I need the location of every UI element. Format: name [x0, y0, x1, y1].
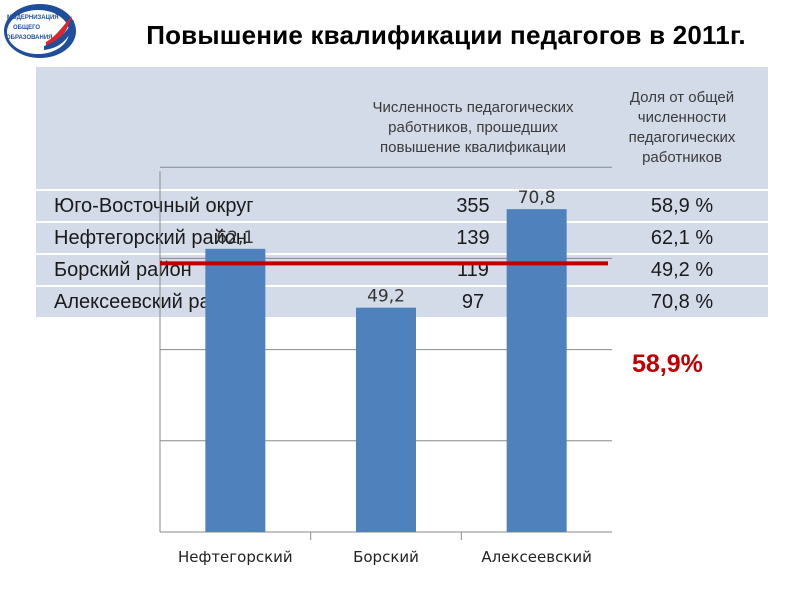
- cell-share: 70,8 %: [596, 286, 768, 319]
- cell-region: Борский район: [36, 254, 350, 287]
- cell-share: 62,1 %: [596, 222, 768, 255]
- header-cell-count: Численность педагогических работников, п…: [350, 67, 596, 191]
- data-table: Численность педагогических работников, п…: [36, 67, 768, 319]
- bar: [356, 307, 416, 532]
- reference-line-label: 58,9%: [632, 350, 703, 378]
- table-row: Юго-Восточный округ 355 58,9 %: [36, 190, 768, 223]
- header-cell-share: Доля от общей численности педагогических…: [596, 67, 768, 191]
- cell-count: 139: [350, 222, 596, 255]
- table-row: Борский район 119 49,2 %: [36, 254, 768, 287]
- header-cell-region: [36, 67, 350, 191]
- cell-count: 119: [350, 254, 596, 287]
- x-tick-label: Борский: [353, 548, 419, 566]
- cell-count: 355: [350, 190, 596, 223]
- cell-share: 58,9 %: [596, 190, 768, 223]
- page-title: Повышение квалификации педагогов в 2011г…: [146, 20, 746, 50]
- cell-region: Юго-Восточный округ: [36, 190, 350, 223]
- logo: МОДЕРНИЗАЦИЯ ОБЩЕГО ОБРАЗОВАНИЯ: [2, 2, 78, 60]
- logo-line-2: ОБЩЕГО: [13, 25, 40, 31]
- table-row: Нефтегорский район 139 62,1 %: [36, 222, 768, 255]
- x-tick-label: Нефтегорский: [178, 548, 293, 566]
- x-tick-label: Алексеевский: [481, 548, 592, 566]
- cell-count: 97: [350, 286, 596, 319]
- table-row: Алексеевский район 97 70,8 %: [36, 286, 768, 319]
- cell-region: Алексеевский район: [36, 286, 350, 319]
- logo-line-3: ОБРАЗОВАНИЯ: [6, 35, 52, 41]
- table-header-row: Численность педагогических работников, п…: [36, 67, 768, 191]
- cell-region: Нефтегорский район: [36, 222, 350, 255]
- cell-share: 49,2 %: [596, 254, 768, 287]
- logo-line-1: МОДЕРНИЗАЦИЯ: [7, 15, 59, 21]
